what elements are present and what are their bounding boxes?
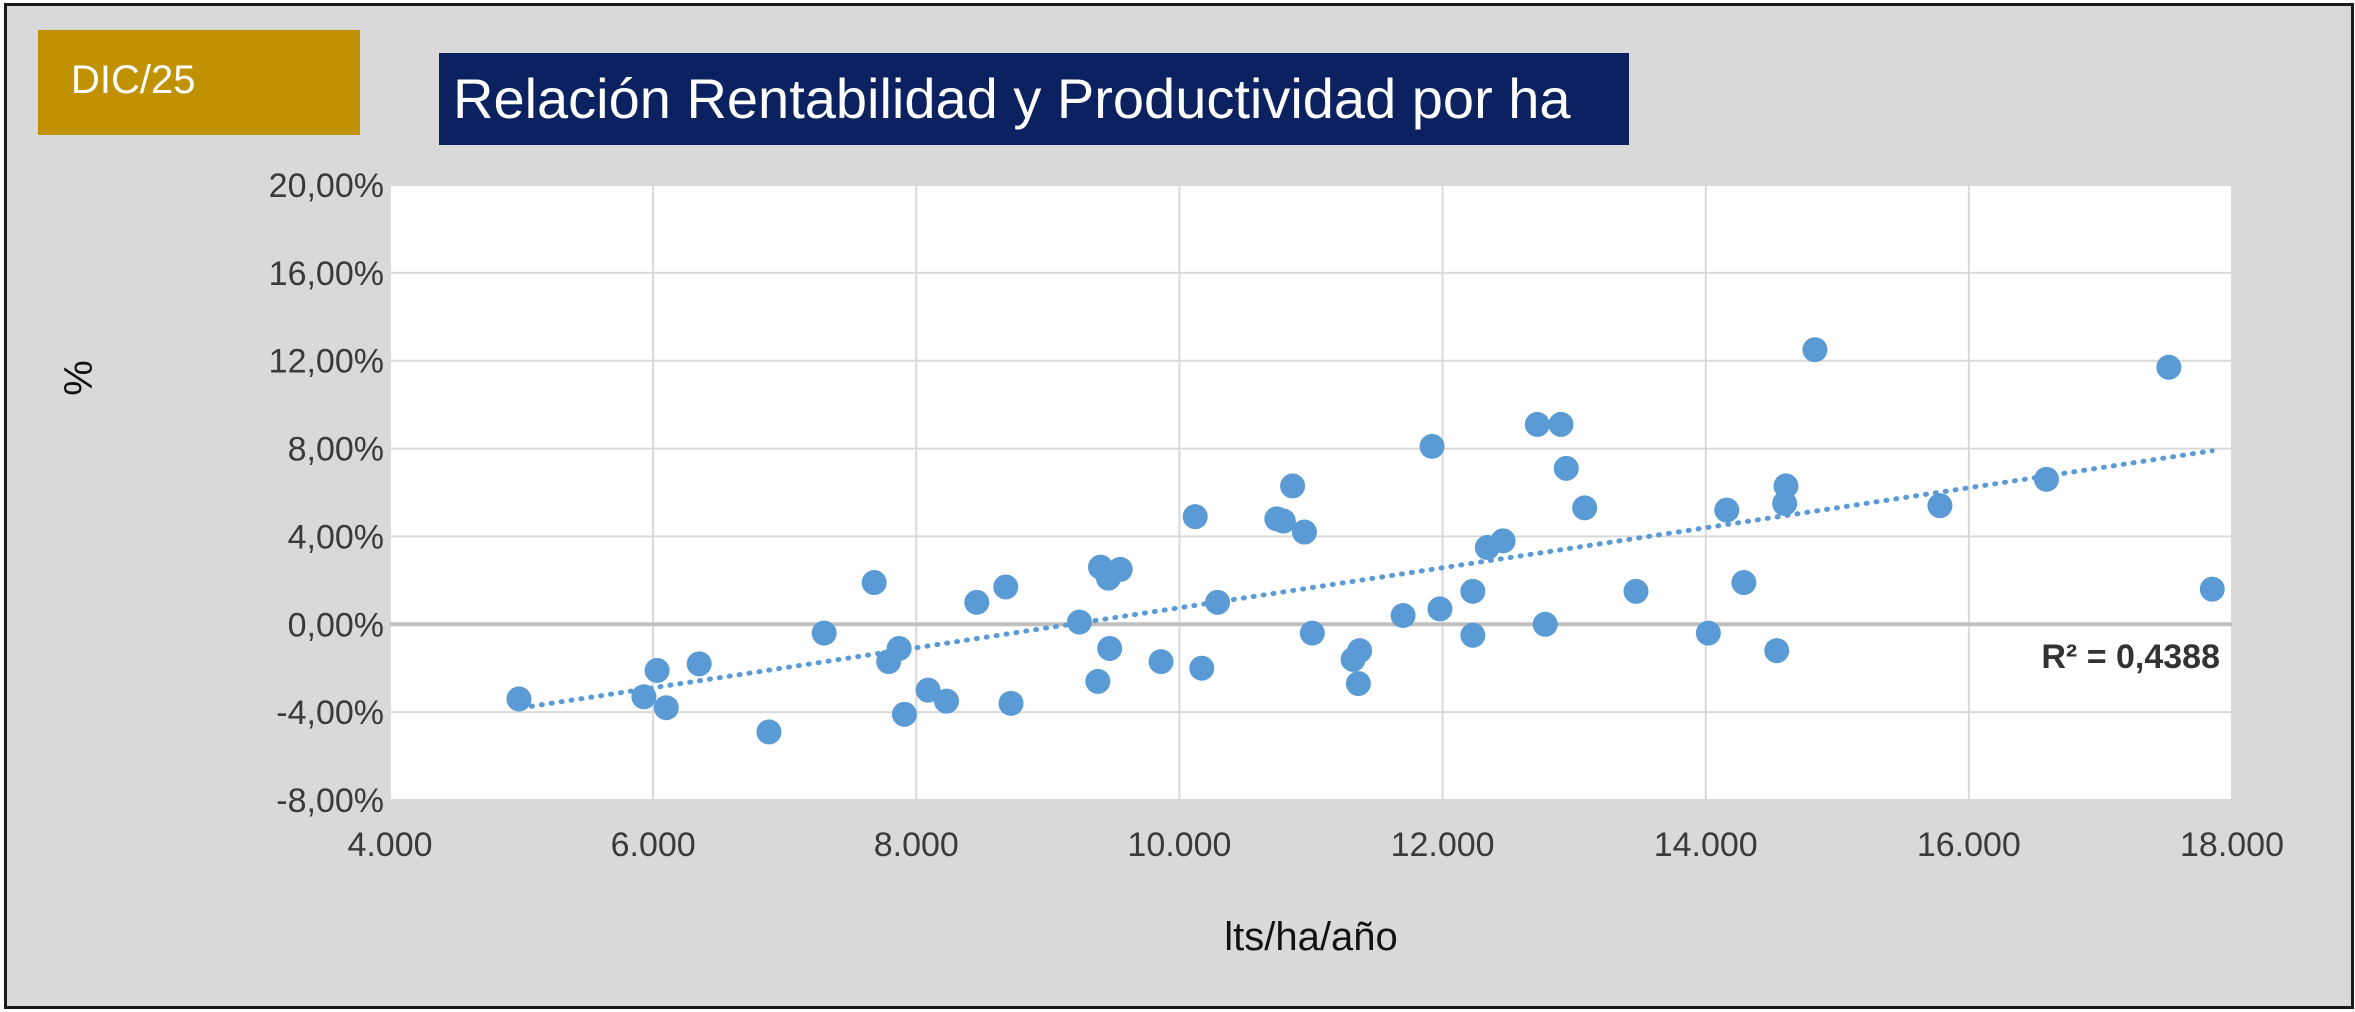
y-tick-label: 0,00% xyxy=(288,606,384,644)
y-tick-label: 12,00% xyxy=(269,343,384,381)
data-point xyxy=(915,677,941,703)
x-tick-label: 18.000 xyxy=(2180,826,2284,864)
data-point xyxy=(1419,433,1445,459)
data-point xyxy=(756,719,782,745)
data-point xyxy=(1572,495,1598,521)
data-point xyxy=(1927,493,1953,519)
y-tick-label: 20,00% xyxy=(269,167,384,205)
y-tick-label: 8,00% xyxy=(288,431,384,469)
data-point xyxy=(1066,609,1092,635)
x-tick-label: 6.000 xyxy=(611,826,696,864)
r-squared-label: R² = 0,4388 xyxy=(2041,638,2220,676)
data-point xyxy=(934,688,960,714)
data-point xyxy=(1524,411,1550,437)
data-point xyxy=(1772,490,1798,516)
data-point xyxy=(1802,337,1828,363)
x-tick-label: 16.000 xyxy=(1917,826,2021,864)
x-tick-label: 12.000 xyxy=(1391,826,1495,864)
data-point xyxy=(1460,622,1486,648)
data-point xyxy=(1553,455,1579,481)
data-point xyxy=(1548,411,1574,437)
data-point xyxy=(998,690,1024,716)
data-point xyxy=(1460,578,1486,604)
y-tick-label: -4,00% xyxy=(276,694,384,732)
x-tick-label: 4.000 xyxy=(347,826,432,864)
y-tick-label: 4,00% xyxy=(288,518,384,556)
data-point xyxy=(1097,635,1123,661)
x-tick-label: 10.000 xyxy=(1127,826,1231,864)
data-point xyxy=(1347,638,1373,664)
data-point xyxy=(1427,596,1453,622)
data-point xyxy=(2199,576,2225,602)
data-point xyxy=(2156,354,2182,380)
data-point xyxy=(1299,620,1325,646)
y-tick-label: 16,00% xyxy=(269,255,384,293)
chart-title: Relación Rentabilidad y Productividad po… xyxy=(439,53,1629,145)
y-axis-title: % xyxy=(57,360,101,396)
data-point xyxy=(1490,528,1516,554)
data-point xyxy=(891,701,917,727)
data-point xyxy=(1714,497,1740,523)
data-point xyxy=(686,651,712,677)
data-point xyxy=(1390,603,1416,628)
data-point xyxy=(1189,655,1215,681)
date-badge: DIC/25 xyxy=(38,30,360,135)
data-point xyxy=(1291,519,1317,545)
data-point xyxy=(886,635,912,661)
data-point xyxy=(1270,508,1296,534)
y-tick-label: -8,00% xyxy=(276,782,384,820)
data-point xyxy=(1764,638,1790,664)
data-point xyxy=(1731,570,1757,596)
data-point xyxy=(811,620,837,646)
data-point xyxy=(1695,620,1721,646)
data-point xyxy=(1182,504,1208,530)
data-point xyxy=(1345,671,1371,697)
data-point xyxy=(993,574,1019,600)
data-point xyxy=(506,686,532,712)
data-point xyxy=(964,589,990,615)
data-point xyxy=(644,657,670,683)
data-point xyxy=(1085,668,1111,694)
x-axis-title: lts/ha/año xyxy=(1224,915,1397,959)
x-tick-label: 8.000 xyxy=(874,826,959,864)
data-point xyxy=(1107,556,1133,582)
data-point xyxy=(631,684,657,710)
data-point xyxy=(1205,589,1231,615)
data-point xyxy=(1280,473,1306,499)
data-point xyxy=(653,695,679,721)
data-point xyxy=(2033,466,2059,492)
data-point xyxy=(861,570,887,596)
x-tick-label: 14.000 xyxy=(1654,826,1758,864)
data-point xyxy=(1623,578,1649,604)
data-point xyxy=(1148,649,1174,675)
data-point xyxy=(1532,611,1558,637)
